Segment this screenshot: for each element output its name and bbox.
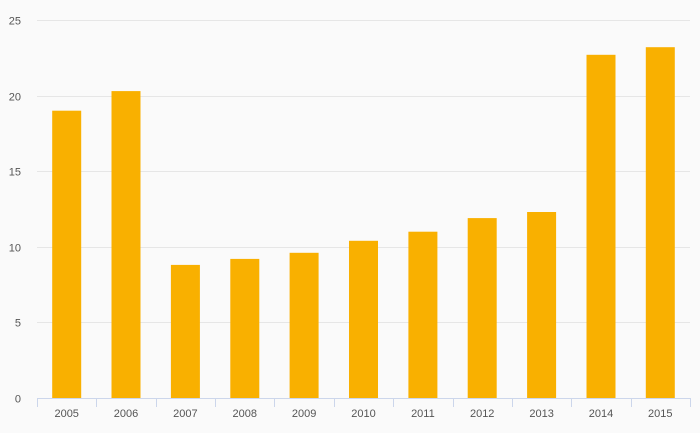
bar-2009 xyxy=(289,252,319,398)
bar-2012 xyxy=(467,218,497,398)
bar-series xyxy=(52,47,675,399)
bar-2006 xyxy=(111,91,141,398)
y-tick-label: 5 xyxy=(15,318,21,330)
x-tick-label: 2010 xyxy=(351,408,375,420)
y-tick-label: 20 xyxy=(9,92,21,104)
y-tick-label: 25 xyxy=(9,16,21,28)
x-tick-label: 2008 xyxy=(233,408,257,420)
bar-2010 xyxy=(349,240,378,398)
bar-2013 xyxy=(527,212,557,398)
x-tick-label: 2013 xyxy=(529,408,553,420)
bar-2005 xyxy=(52,110,82,398)
x-axis-ticks xyxy=(37,398,691,407)
bar-2011 xyxy=(408,231,438,398)
y-tick-label: 10 xyxy=(9,243,21,255)
bar-2007 xyxy=(170,264,200,398)
bar-2015 xyxy=(645,47,675,398)
y-tick-label: 0 xyxy=(15,394,21,406)
x-tick-label: 2009 xyxy=(292,408,316,420)
bar-2008 xyxy=(230,258,260,398)
x-tick-label: 2014 xyxy=(589,408,613,420)
x-tick-label: 2006 xyxy=(114,408,138,420)
x-tick-label: 2015 xyxy=(648,408,672,420)
x-axis-tick-labels: 2005 2006 2007 2008 2009 2010 2011 2012 2013 2014… xyxy=(54,408,672,420)
x-tick-label: 2011 xyxy=(411,408,435,420)
gridlines xyxy=(37,20,690,323)
bar-2014 xyxy=(586,54,616,399)
y-tick-label: 15 xyxy=(9,167,21,179)
x-tick-label: 2007 xyxy=(173,408,197,420)
y-axis-tick-labels: 0 5 10 15 20 25 xyxy=(9,16,21,406)
x-tick-label: 2005 xyxy=(54,408,78,420)
x-tick-label: 2012 xyxy=(470,408,494,420)
